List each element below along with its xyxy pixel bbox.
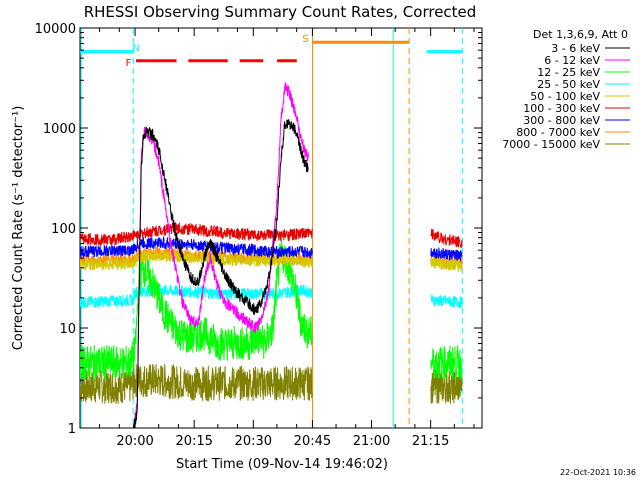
plot-area: NF S 20:00 20:15 20:30 20:45 21:00 21:15 1 10 10… xyxy=(35,22,483,449)
legend-entry-label: 50 - 100 keV xyxy=(530,90,600,103)
legend-header: Det 1,3,6,9, Att 0 xyxy=(533,28,628,41)
x-tick-label: 20:30 xyxy=(235,434,272,449)
flag-label-F: F xyxy=(126,58,132,69)
legend-entry-label: 3 - 6 keV xyxy=(551,42,600,55)
x-tick-label: 20:00 xyxy=(116,434,153,449)
x-tick-label: 20:45 xyxy=(294,434,331,449)
legend-entry-label: 12 - 25 keV xyxy=(537,66,600,79)
footer-timestamp: 22-Oct-2021 10:36 xyxy=(560,468,636,477)
series-line-0 xyxy=(133,119,309,428)
chart-title: RHESSI Observing Summary Count Rates, Co… xyxy=(84,3,477,21)
legend-entry-label: 800 - 7000 keV xyxy=(516,126,600,139)
y-tick-label: 100 xyxy=(51,222,76,237)
y-axis-label: Corrected Count Rate (s⁻¹ detector⁻¹) xyxy=(11,106,26,351)
y-tick-label: 1000 xyxy=(43,122,76,137)
y-tick-label: 10000 xyxy=(35,22,76,37)
x-tick-label: 21:15 xyxy=(412,434,449,449)
legend-entry-label: 100 - 300 keV xyxy=(523,102,600,115)
series-line-2 xyxy=(80,238,463,383)
series-line-6 xyxy=(80,235,463,262)
x-axis-label: Start Time (09-Nov-14 19:46:02) xyxy=(176,457,388,472)
legend-entry-label: 25 - 50 keV xyxy=(537,78,600,91)
legend-entry-label: 7000 - 15000 keV xyxy=(502,138,600,151)
flag-label-N: N xyxy=(132,43,139,54)
series-line-3 xyxy=(80,284,463,309)
y-tick-label: 10 xyxy=(59,322,76,337)
legend-entry-label: 6 - 12 keV xyxy=(544,54,600,67)
legend-entry-label: 300 - 800 keV xyxy=(523,114,600,127)
y-tick-label: 1 xyxy=(68,422,76,437)
x-tick-label: 21:00 xyxy=(353,434,390,449)
flag-label-S: S xyxy=(302,34,308,45)
x-tick-label: 20:15 xyxy=(175,434,212,449)
series-line-1 xyxy=(132,82,309,428)
